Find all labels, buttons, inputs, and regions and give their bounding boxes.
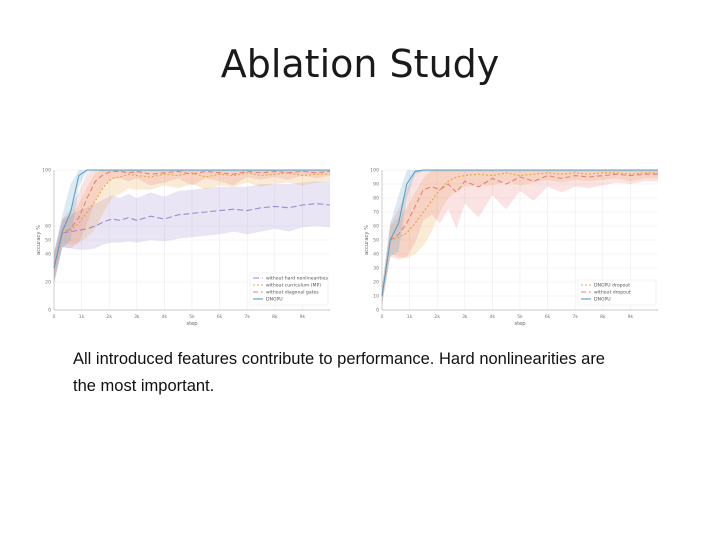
chart-left-xtick-label-8: 8k (272, 314, 278, 320)
chart-right-xtick-label-4: 4k (490, 314, 496, 320)
chart-right-ytick-label-4: 40 (373, 252, 379, 258)
chart-left-xtick-label-4: 4k (162, 314, 168, 320)
chart-left-xtick-label-2: 2k (106, 314, 112, 320)
chart-left-xtick-label-7: 7k (244, 314, 250, 320)
chart-right-ytick-label-3: 30 (373, 266, 379, 272)
chart-right-legend-label-2: DNGPU (594, 297, 611, 303)
chart-right-xtick-label-2: 2k (434, 314, 440, 320)
chart-left-ytick-label-1: 20 (45, 280, 51, 286)
chart-right-ytick-label-9: 90 (373, 182, 379, 188)
chart-left-ytick-label-4: 60 (45, 224, 51, 230)
chart-left-y-axis-label: accuracy % (36, 225, 42, 255)
chart-right-ytick-label-2: 20 (373, 280, 379, 286)
chart-left-x-axis-label: step (186, 321, 198, 327)
chart-right-xtick-label-8: 8k (600, 314, 606, 320)
chart-right-ytick-label-8: 80 (373, 196, 379, 202)
chart-right-xtick-label-5: 5k (517, 314, 523, 320)
chart-right-ytick-label-0: 0 (376, 308, 379, 314)
chart-left-xtick-label-0: 0 (53, 314, 56, 320)
chart-right-xtick-label-1: 1k (407, 314, 413, 320)
chart-left-ytick-label-5: 100 (42, 168, 51, 174)
chart-right-xtick-label-9: 9k (628, 314, 634, 320)
chart-right-xtick-label-0: 0 (381, 314, 384, 320)
chart-right-y-axis-label: accuracy % (364, 225, 370, 255)
chart-left: 0 1k 2k 3k 4k 5k 6k 7k 8k 9k 0 20 40 50 60 100 step accur… (34, 162, 334, 332)
chart-left-xtick-label-6: 6k (217, 314, 223, 320)
chart-left-svg: 0 1k 2k 3k 4k 5k 6k 7k 8k 9k 0 20 40 50 60 100 step accur… (34, 162, 334, 332)
chart-left-xtick-label-9: 9k (300, 314, 306, 320)
chart-left-legend-label-0: without hard nonlinearities (266, 276, 328, 282)
chart-left-xtick-label-5: 5k (189, 314, 195, 320)
chart-left-ytick-label-2: 40 (45, 252, 51, 258)
chart-right-ytick-label-6: 60 (373, 224, 379, 230)
chart-right-xtick-label-6: 6k (545, 314, 551, 320)
chart-left-xtick-label-1: 1k (79, 314, 85, 320)
slide-caption: All introduced features contribute to pe… (73, 346, 605, 400)
chart-right-xtick-label-7: 7k (572, 314, 578, 320)
chart-right-legend-label-0: DNGPU dropout (594, 283, 630, 289)
chart-right-ytick-label-7: 70 (373, 210, 379, 216)
chart-left-xtick-label-3: 3k (134, 314, 140, 320)
chart-left-legend-label-1: without curriculum (MP) (266, 283, 321, 289)
chart-left-legend-label-3: DNGPU (266, 297, 283, 303)
chart-left-ytick-label-3: 50 (45, 238, 51, 244)
chart-right-ytick-label-1: 10 (373, 294, 379, 300)
chart-right-ytick-label-5: 50 (373, 238, 379, 244)
chart-right-x-axis-label: step (514, 321, 526, 327)
chart-right-svg: 0 1k 2k 3k 4k 5k 6k 7k 8k 9k 0 10 20 30 40 50 60 70 80 90 10… (362, 162, 662, 332)
chart-right-xtick-label-3: 3k (462, 314, 468, 320)
chart-right-ytick-label-10: 100 (370, 168, 379, 174)
slide-title: Ablation Study (0, 42, 720, 86)
chart-right-legend-label-1: without dropout (594, 290, 631, 296)
chart-right: 0 1k 2k 3k 4k 5k 6k 7k 8k 9k 0 10 20 30 40 50 60 70 80 90 10… (362, 162, 662, 332)
chart-left-legend-label-2: without diagonal gates (266, 290, 319, 296)
chart-left-ytick-label-0: 0 (48, 308, 51, 314)
